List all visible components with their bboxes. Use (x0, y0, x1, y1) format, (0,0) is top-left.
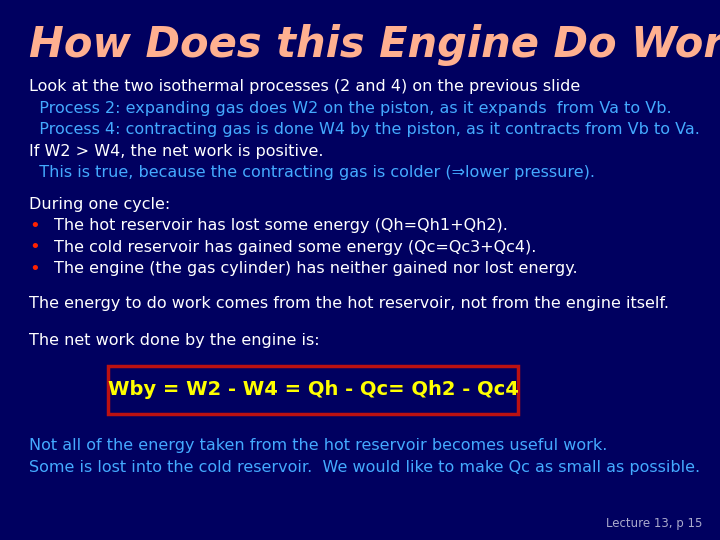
Text: •: • (29, 238, 40, 256)
FancyBboxPatch shape (108, 366, 518, 414)
Text: If W2 > W4, the net work is positive.: If W2 > W4, the net work is positive. (29, 144, 323, 159)
Text: The cold reservoir has gained some energy (Qc=Qc3+Qc4).: The cold reservoir has gained some energ… (54, 240, 536, 255)
Text: Some is lost into the cold reservoir.  We would like to make Qc as small as poss: Some is lost into the cold reservoir. We… (29, 460, 700, 475)
Text: How Does this Engine Do Work?: How Does this Engine Do Work? (29, 24, 720, 66)
Text: Lecture 13, p 15: Lecture 13, p 15 (606, 517, 702, 530)
Text: The engine (the gas cylinder) has neither gained nor lost energy.: The engine (the gas cylinder) has neithe… (54, 261, 577, 276)
Text: Look at the two isothermal processes (2 and 4) on the previous slide: Look at the two isothermal processes (2 … (29, 79, 580, 94)
Text: Process 2: expanding gas does W2 on the piston, as it expands  from Va to Vb.: Process 2: expanding gas does W2 on the … (29, 100, 672, 116)
Text: •: • (29, 217, 40, 235)
Text: Process 4: contracting gas is done W4 by the piston, as it contracts from Vb to : Process 4: contracting gas is done W4 by… (29, 122, 700, 137)
Text: This is true, because the contracting gas is colder (⇒lower pressure).: This is true, because the contracting ga… (29, 165, 595, 180)
Text: •: • (29, 260, 40, 278)
Text: The energy to do work comes from the hot reservoir, not from the engine itself.: The energy to do work comes from the hot… (29, 296, 669, 311)
Text: Not all of the energy taken from the hot reservoir becomes useful work.: Not all of the energy taken from the hot… (29, 438, 607, 453)
Text: The net work done by the engine is:: The net work done by the engine is: (29, 333, 320, 348)
Text: During one cycle:: During one cycle: (29, 197, 170, 212)
Text: The hot reservoir has lost some energy (Qh=Qh1+Qh2).: The hot reservoir has lost some energy (… (54, 218, 508, 233)
Text: Wby = W2 - W4 = Qh - Qc= Qh2 - Qc4: Wby = W2 - W4 = Qh - Qc= Qh2 - Qc4 (108, 380, 518, 400)
